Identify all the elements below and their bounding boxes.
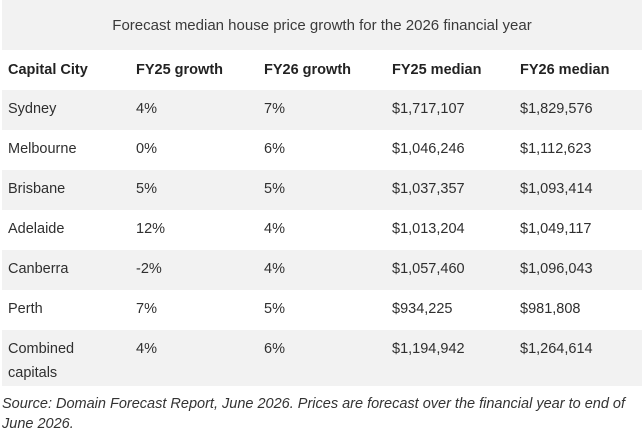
table-row: Canberra -2% 4% $1,057,460 $1,096,043 (2, 250, 642, 290)
cell-city: Adelaide (2, 210, 130, 250)
cell-fy25-median: $1,037,357 (386, 170, 514, 210)
cell-fy26-median: $1,093,414 (514, 170, 642, 210)
cell-city: Perth (2, 290, 130, 330)
cell-fy25-median: $1,046,246 (386, 130, 514, 170)
cell-fy26-growth: 5% (258, 290, 386, 330)
column-header-fy26-growth: FY26 growth (264, 62, 352, 78)
cell-fy25-median: $1,194,942 (386, 330, 514, 386)
cell-fy26-median: $1,049,117 (514, 210, 642, 250)
cell-fy25-growth: 0% (130, 130, 258, 170)
cell-fy25-growth: -2% (130, 250, 258, 290)
cell-fy25-growth: 4% (130, 330, 258, 386)
cell-city: Melbourne (2, 130, 130, 170)
cell-fy26-growth: 6% (258, 330, 386, 386)
cell-city: Brisbane (2, 170, 130, 210)
cell-fy25-growth: 4% (130, 90, 258, 130)
cell-fy26-growth: 6% (258, 130, 386, 170)
forecast-table: Capital City FY25 growth FY26 growth FY2… (2, 50, 642, 386)
cell-fy26-growth: 4% (258, 250, 386, 290)
column-header-fy25-growth: FY25 growth (136, 62, 224, 78)
cell-fy25-growth: 5% (130, 170, 258, 210)
table-row: Brisbane 5% 5% $1,037,357 $1,093,414 (2, 170, 642, 210)
header-row: Capital City FY25 growth FY26 growth FY2… (2, 50, 642, 90)
table-caption: Forecast median house price growth for t… (2, 0, 642, 50)
cell-fy26-median: $1,096,043 (514, 250, 642, 290)
column-header-fy26-median: FY26 median (520, 62, 610, 78)
cell-city: Canberra (2, 250, 130, 290)
cell-fy26-median: $1,112,623 (514, 130, 642, 170)
cell-fy25-growth: 12% (130, 210, 258, 250)
table-row: Perth 7% 5% $934,225 $981,808 (2, 290, 642, 330)
cell-fy25-median: $1,057,460 (386, 250, 514, 290)
cell-fy26-growth: 4% (258, 210, 386, 250)
column-header-capital-city: Capital City (8, 62, 88, 78)
table-row: Combined capitals 4% 6% $1,194,942 $1,26… (2, 330, 642, 386)
cell-fy26-median: $1,264,614 (514, 330, 642, 386)
source-note: Source: Domain Forecast Report, June 202… (2, 396, 626, 432)
cell-fy26-growth: 7% (258, 90, 386, 130)
cell-fy26-median: $1,829,576 (514, 90, 642, 130)
cell-fy25-median: $1,717,107 (386, 90, 514, 130)
cell-fy26-median: $981,808 (514, 290, 642, 330)
table-row: Sydney 4% 7% $1,717,107 $1,829,576 (2, 90, 642, 130)
table-row: Adelaide 12% 4% $1,013,204 $1,049,117 (2, 210, 642, 250)
table-row: Melbourne 0% 6% $1,046,246 $1,112,623 (2, 130, 642, 170)
cell-city: Combined capitals (2, 330, 130, 386)
column-header-fy25-median: FY25 median (392, 62, 482, 78)
cell-fy25-median: $934,225 (386, 290, 514, 330)
cell-city: Sydney (2, 90, 130, 130)
cell-fy26-growth: 5% (258, 170, 386, 210)
cell-fy25-growth: 7% (130, 290, 258, 330)
cell-fy25-median: $1,013,204 (386, 210, 514, 250)
